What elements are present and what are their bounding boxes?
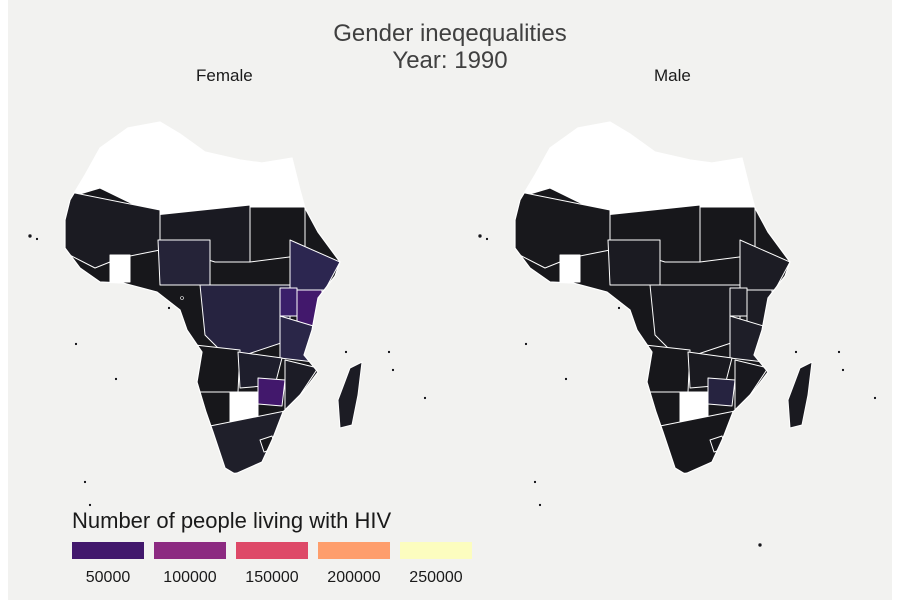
legend-swatch xyxy=(236,542,308,559)
male-map xyxy=(477,121,877,548)
region-zimbabwe xyxy=(707,377,736,407)
legend-swatch xyxy=(400,542,472,559)
region-uganda xyxy=(279,287,298,317)
region-nigeria xyxy=(607,239,661,286)
legend-tick-label: 200000 xyxy=(327,569,381,586)
region-mozambique xyxy=(284,359,319,411)
female-map xyxy=(27,121,427,507)
facet-label-male: Male xyxy=(654,66,691,85)
region-tanzania xyxy=(279,315,321,363)
legend-tick-label: 50000 xyxy=(85,569,131,586)
legend-title: Number of people living with HIV xyxy=(72,508,392,533)
facet-label-female: Female xyxy=(196,66,253,85)
legend-tick-label: 250000 xyxy=(409,569,463,586)
region-libya xyxy=(629,139,701,213)
plot-title-line2: Year: 1990 xyxy=(392,47,508,74)
legend-swatch xyxy=(154,542,226,559)
region-central-africa xyxy=(199,284,291,361)
region-nigeria xyxy=(157,239,211,286)
legend-swatch xyxy=(72,542,144,559)
madagascar-male xyxy=(787,361,813,429)
region-cote-divoire xyxy=(559,254,581,283)
region-zimbabwe xyxy=(257,377,286,407)
islands-male xyxy=(477,233,877,548)
region-cote-divoire xyxy=(109,254,131,283)
legend-tick-label: 150000 xyxy=(245,569,299,586)
region-uganda xyxy=(729,287,748,317)
legend-tick-label: 100000 xyxy=(163,569,217,586)
region-central-africa xyxy=(649,284,741,361)
islands-female xyxy=(27,233,427,507)
region-libya xyxy=(179,139,251,213)
region-tanzania xyxy=(729,315,771,363)
plot-title-line1: Gender ineqequalities xyxy=(333,20,567,47)
region-mozambique xyxy=(734,359,769,411)
madagascar-female xyxy=(337,361,363,429)
legend-swatch xyxy=(318,542,390,559)
